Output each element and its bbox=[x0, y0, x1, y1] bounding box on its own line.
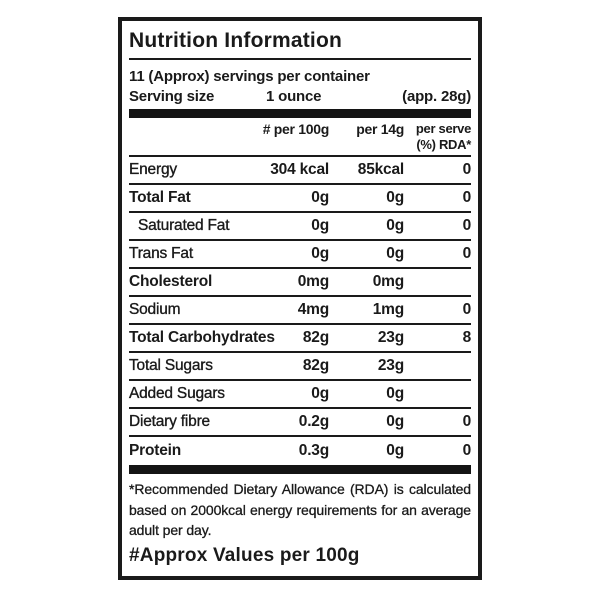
header-per-serve-rda: per serve (%) RDA* bbox=[404, 121, 471, 153]
value-per-100g: 0.3g bbox=[298, 442, 329, 459]
serving-size-note: (app. 28g) bbox=[402, 88, 471, 105]
header-per-serve-line2: (%) RDA* bbox=[416, 137, 471, 152]
value-per-14g: 0g bbox=[386, 217, 404, 234]
nutrition-title: Nutrition Information bbox=[129, 29, 343, 52]
value-per-serve-rda: 8 bbox=[462, 329, 472, 346]
value-per-100g: 4mg bbox=[297, 301, 329, 318]
value-per-100g: 0g bbox=[311, 189, 329, 206]
table-row: Total Carbohydrates 82g 23g 8 bbox=[129, 325, 471, 353]
serving-size-row: Serving size 1 ounce (app. 28g) bbox=[129, 87, 471, 108]
value-per-14g: 0g bbox=[386, 189, 404, 206]
nutrient-name: Trans Fat bbox=[129, 245, 194, 262]
table-row: Dietary fibre 0.2g 0g 0 bbox=[129, 409, 471, 437]
nutrient-name: Protein bbox=[129, 442, 181, 459]
table-row: Total Fat 0g 0g 0 bbox=[129, 185, 471, 213]
nutrient-name: Total Carbohydrates bbox=[129, 329, 275, 346]
table-row: Trans Fat 0g 0g 0 bbox=[129, 241, 471, 269]
nutrient-name: Total Sugars bbox=[129, 357, 213, 374]
thick-divider-bottom bbox=[129, 465, 471, 474]
nutrient-name: Total Fat bbox=[129, 189, 191, 206]
value-per-14g: 23g bbox=[377, 329, 404, 346]
header-per-serve-line1: per serve bbox=[415, 121, 471, 136]
value-per-14g: 0g bbox=[386, 442, 404, 459]
value-per-100g: 0g bbox=[311, 385, 329, 402]
value-per-14g: 85kcal bbox=[357, 161, 404, 178]
value-per-serve-rda: 0 bbox=[462, 217, 472, 234]
value-per-100g: 0g bbox=[311, 245, 329, 262]
servings-per-container: 11 (Approx) servings per container bbox=[129, 68, 370, 85]
nutrient-name: Dietary fibre bbox=[129, 413, 211, 430]
table-row: Sodium 4mg 1mg 0 bbox=[129, 297, 471, 325]
table-row: Total Sugars 82g 23g bbox=[129, 353, 471, 381]
header-per-100g: # per 100g bbox=[262, 121, 330, 137]
value-per-serve-rda: 0 bbox=[462, 245, 472, 262]
table-row: Saturated Fat 0g 0g 0 bbox=[129, 213, 471, 241]
value-per-100g: 0g bbox=[311, 217, 329, 234]
value-per-14g: 0g bbox=[386, 245, 404, 262]
table-row: Energy 304 kcal 85kcal 0 bbox=[129, 157, 471, 185]
value-per-14g: 0g bbox=[386, 413, 404, 430]
value-per-100g: 304 kcal bbox=[270, 161, 329, 178]
table-header-row: # per 100g per 14g per serve (%) RDA* bbox=[129, 118, 471, 157]
header-per-14g: per 14g bbox=[356, 121, 404, 137]
value-per-14g: 23g bbox=[377, 357, 404, 374]
title-divider bbox=[129, 58, 471, 60]
value-per-serve-rda: 0 bbox=[462, 189, 472, 206]
value-per-14g: 0g bbox=[386, 385, 404, 402]
value-per-100g: 0.2g bbox=[298, 413, 329, 430]
nutrient-name: Energy bbox=[129, 161, 177, 178]
value-per-serve-rda: 0 bbox=[462, 301, 472, 318]
serving-size-value: 1 ounce bbox=[266, 88, 322, 105]
nutrient-name: Cholesterol bbox=[129, 273, 213, 290]
value-per-14g: 0mg bbox=[372, 273, 404, 290]
table-row: Cholesterol 0mg 0mg bbox=[129, 269, 471, 297]
value-per-serve-rda: 0 bbox=[462, 442, 472, 459]
rda-footnote: *Recommended Dietary Allowance (RDA) is … bbox=[129, 481, 471, 538]
nutrition-table-body: Energy 304 kcal 85kcal 0 Total Fat 0g 0g 0 Satur… bbox=[129, 157, 471, 465]
value-per-100g: 0mg bbox=[297, 273, 329, 290]
thick-divider-top bbox=[129, 109, 471, 118]
table-row: Protein 0.3g 0g 0 bbox=[129, 437, 471, 465]
nutrient-name: Saturated Fat bbox=[138, 217, 230, 234]
value-per-100g: 82g bbox=[302, 329, 329, 346]
nutrient-name: Added Sugars bbox=[129, 385, 225, 402]
table-row: Added Sugars 0g 0g bbox=[129, 381, 471, 409]
value-per-14g: 1mg bbox=[372, 301, 404, 318]
nutrition-label: Nutrition Information 11 (Approx) servin… bbox=[118, 17, 482, 580]
value-per-serve-rda: 0 bbox=[462, 413, 472, 430]
value-per-100g: 82g bbox=[302, 357, 329, 374]
nutrient-name: Sodium bbox=[129, 301, 181, 318]
value-per-serve-rda: 0 bbox=[462, 161, 472, 178]
serving-size-label: Serving size bbox=[129, 88, 215, 105]
approx-values-note: #Approx Values per 100g bbox=[129, 544, 360, 566]
